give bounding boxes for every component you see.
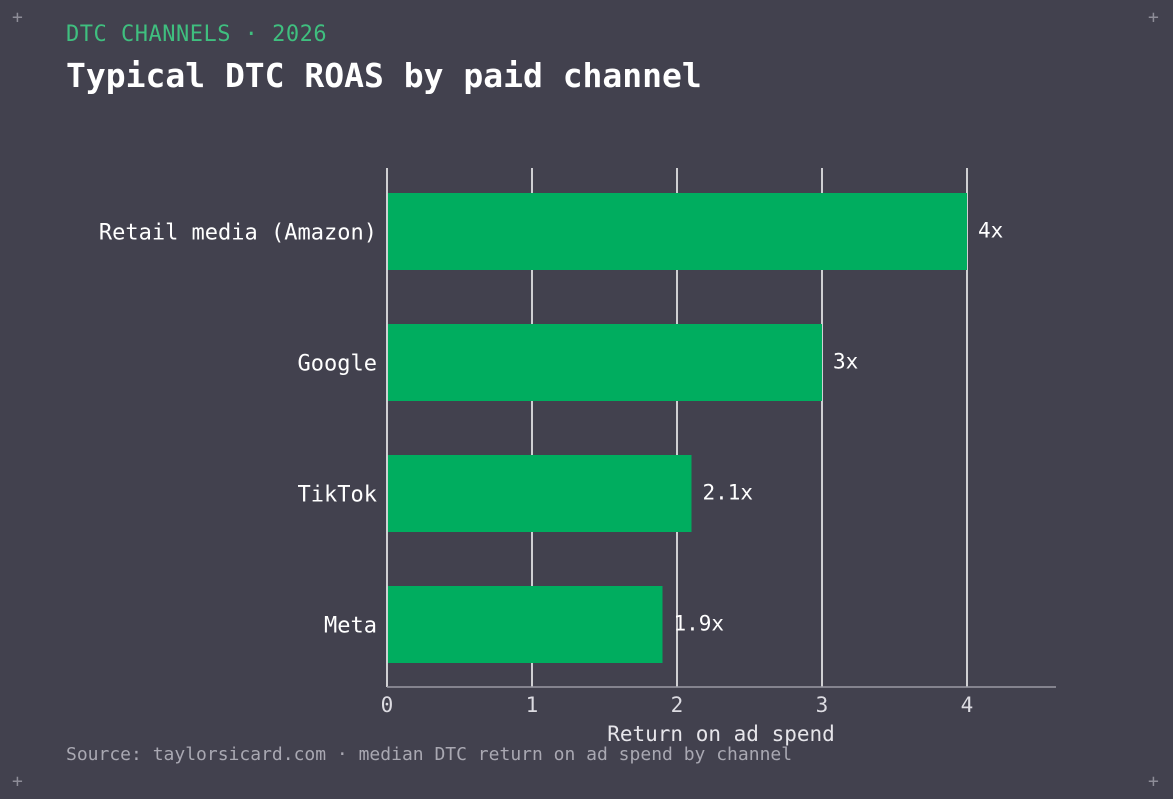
data-label: 1.9x: [674, 612, 725, 636]
category-label: Meta: [324, 614, 377, 639]
corner-plus-icon: +: [12, 7, 23, 28]
source-note: Source: taylorsicard.com · median DTC re…: [66, 744, 793, 765]
corner-plus-icon: +: [12, 771, 23, 792]
x-tick-label: 4: [961, 693, 974, 717]
x-tick-label: 1: [526, 693, 539, 717]
category-label: Google: [298, 352, 377, 377]
category-label: TikTok: [298, 483, 377, 508]
data-label: 3x: [833, 350, 858, 374]
bar: [388, 193, 967, 270]
data-label: 2.1x: [703, 481, 754, 505]
x-tick-label: 2: [671, 693, 684, 717]
corner-plus-icon: +: [1148, 771, 1159, 792]
category-label: Retail media (Amazon): [99, 221, 377, 246]
chart-title: Typical DTC ROAS by paid channel: [66, 56, 702, 95]
bar: [388, 455, 692, 532]
bar: [388, 586, 663, 663]
data-label: 4x: [978, 219, 1003, 243]
x-tick-label: 0: [381, 693, 394, 717]
bar: [388, 324, 822, 401]
chart-eyebrow: DTC CHANNELS · 2026: [66, 22, 328, 47]
x-axis-title: Return on ad spend: [607, 722, 835, 746]
corner-plus-icon: +: [1148, 7, 1159, 28]
x-tick-label: 3: [816, 693, 829, 717]
